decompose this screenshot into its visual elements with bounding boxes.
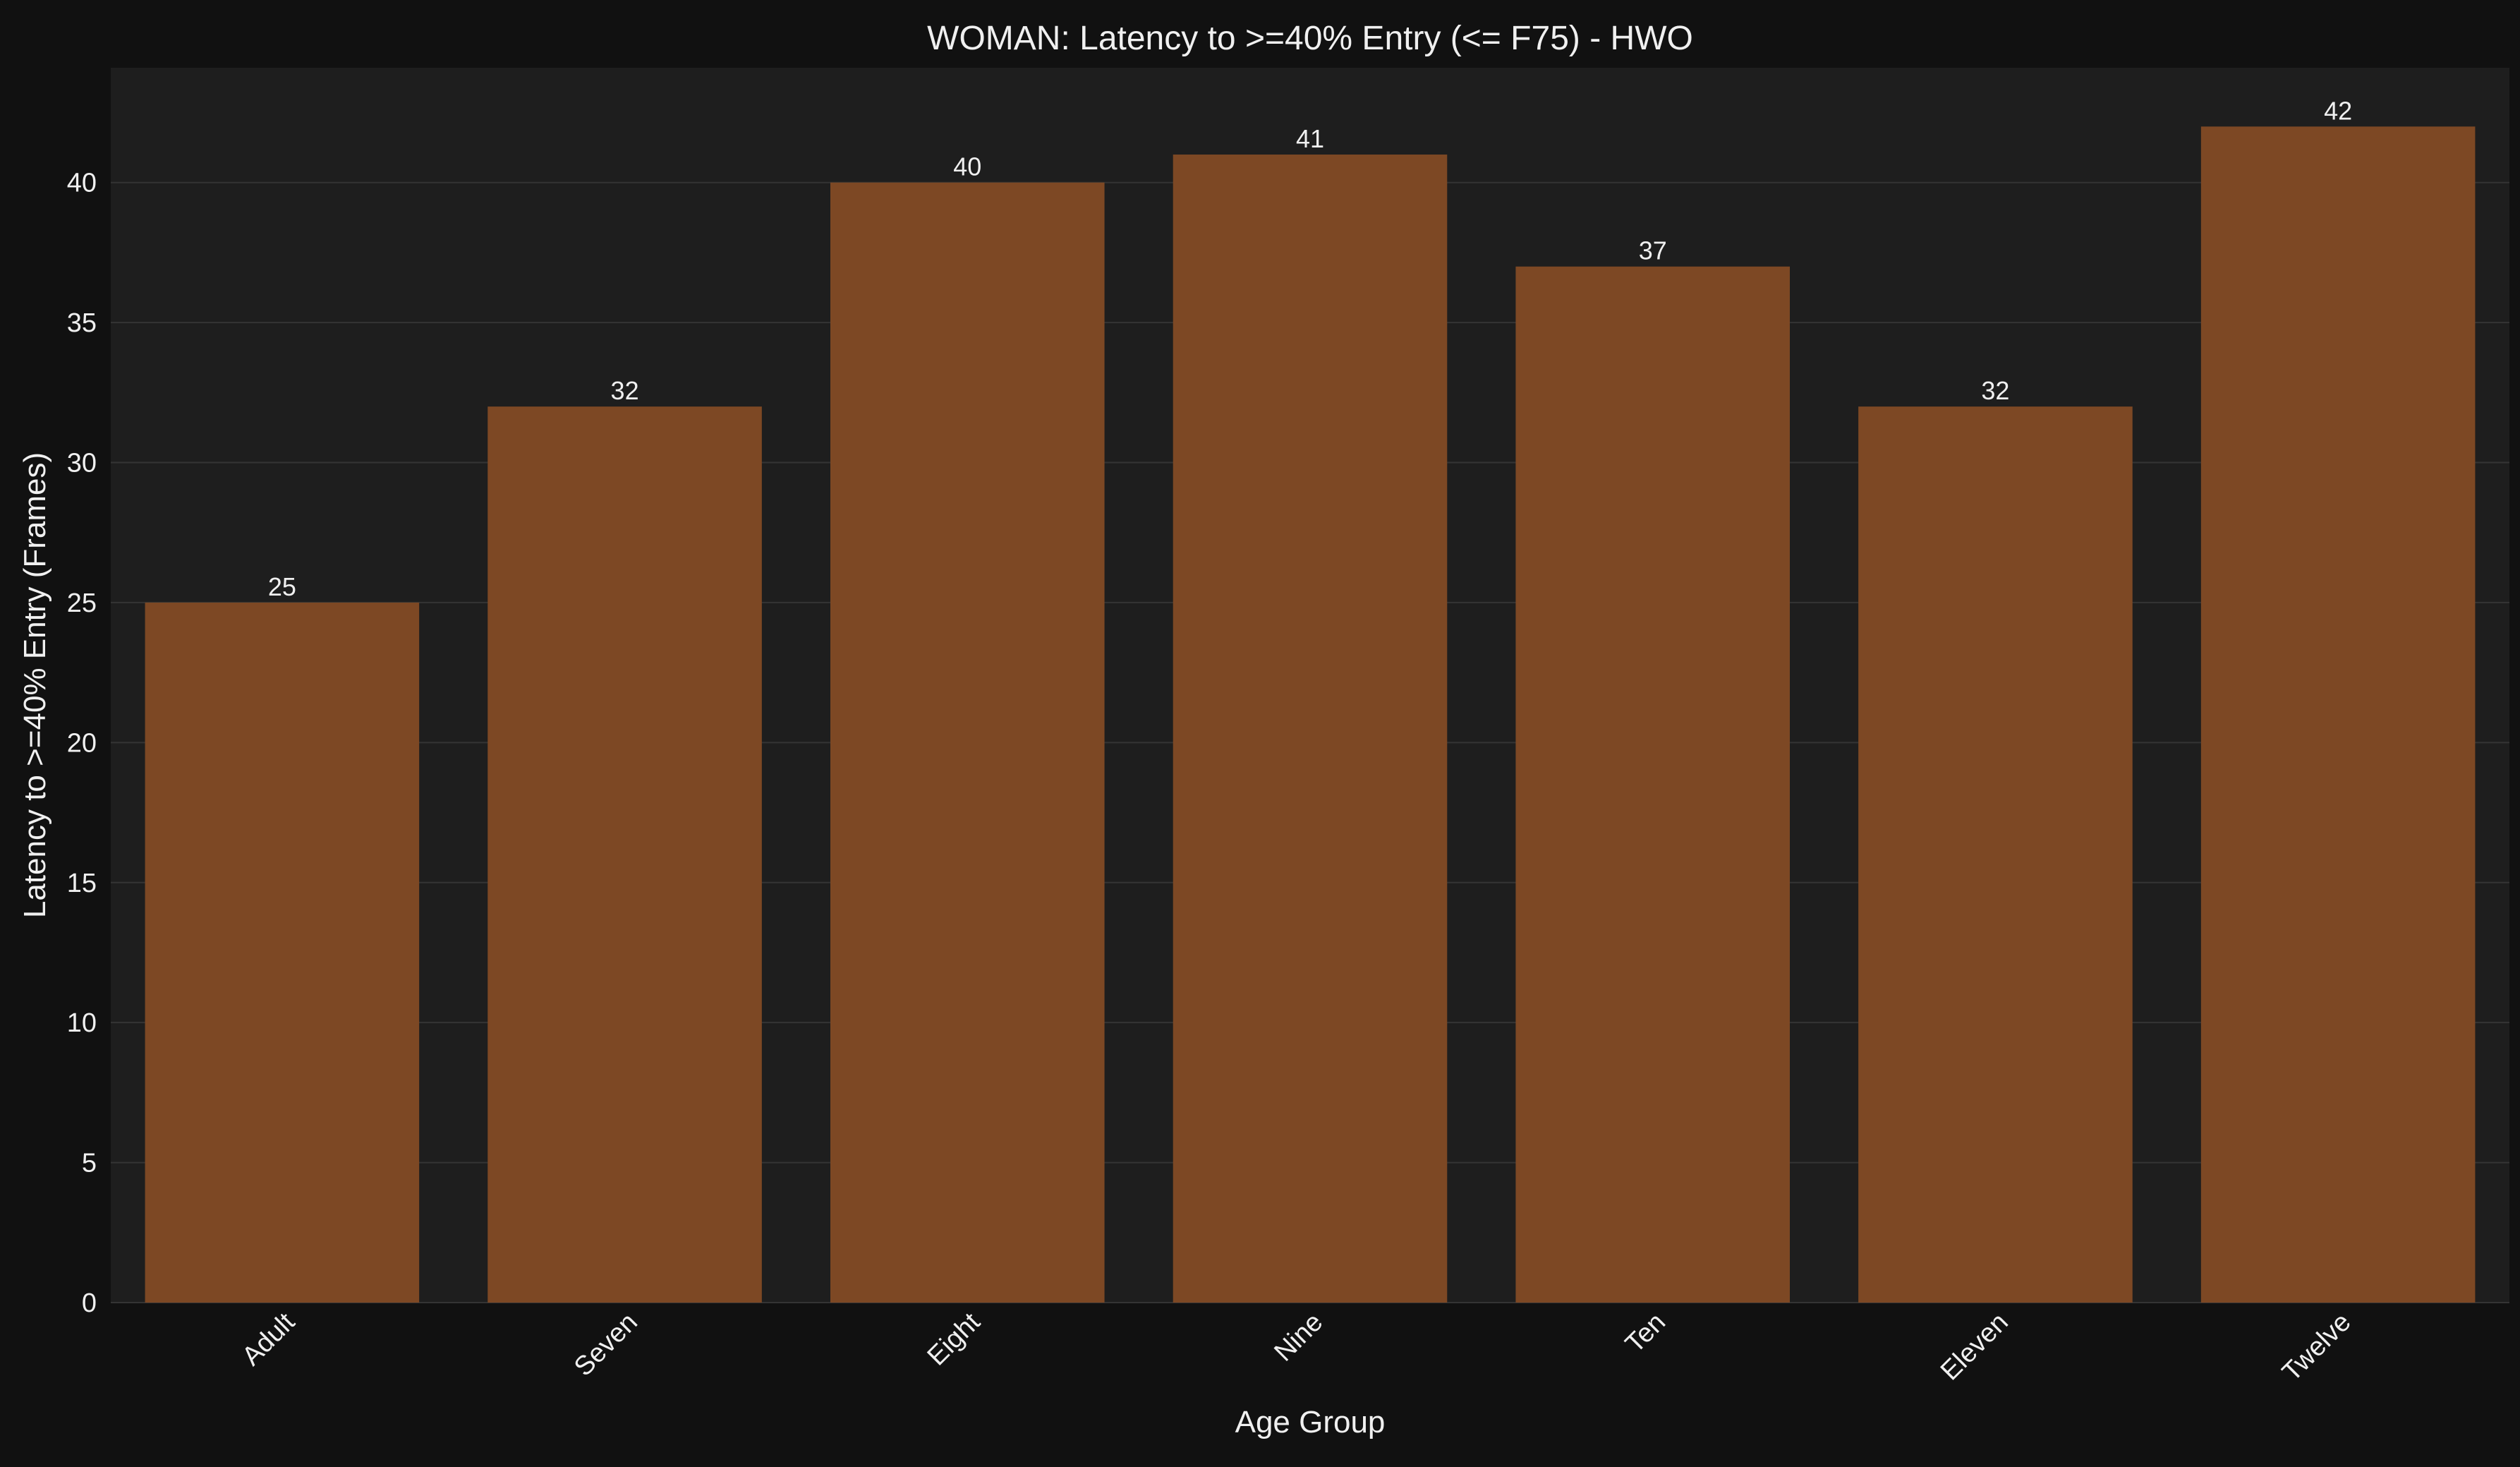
bar-seven xyxy=(487,406,762,1303)
bar-eleven xyxy=(1858,406,2133,1303)
bar-value-label: 25 xyxy=(268,572,296,601)
bar-twelve xyxy=(2200,126,2476,1303)
y-tick-label: 15 xyxy=(67,869,97,898)
bar-value-label: 40 xyxy=(953,152,981,181)
bar-adult xyxy=(145,602,420,1303)
y-axis-ticks: 0 5 10 15 20 25 30 35 40 xyxy=(67,169,97,1318)
bar-value-label: 37 xyxy=(1639,236,1667,265)
bars xyxy=(145,126,2476,1303)
y-tick-label: 25 xyxy=(67,588,97,618)
y-tick-label: 35 xyxy=(67,308,97,338)
bar-eight xyxy=(830,182,1105,1303)
y-tick-label: 5 xyxy=(82,1149,97,1178)
chart-title: WOMAN: Latency to >=40% Entry (<= F75) -… xyxy=(927,20,1693,57)
y-tick-label: 30 xyxy=(67,449,97,478)
bar-nine xyxy=(1173,155,1448,1303)
bar-value-label: 32 xyxy=(1981,376,2009,405)
y-tick-label: 40 xyxy=(67,169,97,198)
bar-ten xyxy=(1515,266,1790,1303)
y-axis-label: Latency to >=40% Entry (Frames) xyxy=(18,452,52,918)
x-axis-label: Age Group xyxy=(1235,1405,1386,1439)
bar-value-labels: 25 32 40 41 37 32 42 xyxy=(268,96,2352,601)
y-tick-label: 10 xyxy=(67,1008,97,1038)
bar-value-label: 42 xyxy=(2324,96,2352,125)
bar-value-label: 41 xyxy=(1296,124,1324,153)
bar-value-label: 32 xyxy=(611,376,639,405)
y-tick-label: 20 xyxy=(67,728,97,758)
y-tick-label: 0 xyxy=(82,1288,97,1318)
